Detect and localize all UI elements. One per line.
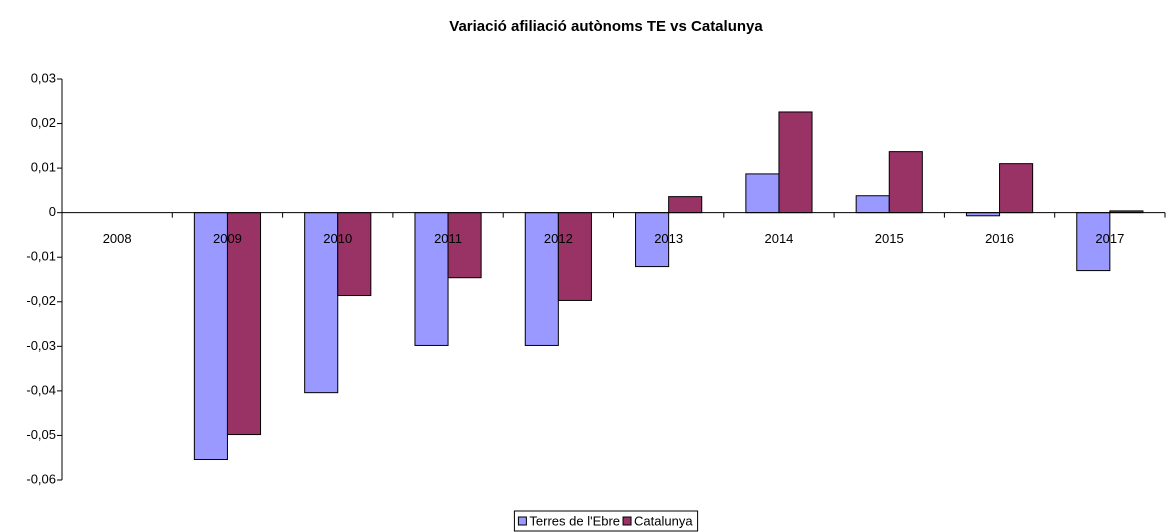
x-tick-label: 2013 <box>654 231 683 246</box>
legend-swatch <box>622 516 632 526</box>
bar <box>447 212 482 279</box>
bar <box>668 196 703 214</box>
x-tick-label: 2015 <box>875 231 904 246</box>
x-tick-label: 2010 <box>323 231 352 246</box>
legend-box <box>513 510 699 532</box>
x-tick-label: 2012 <box>544 231 573 246</box>
y-tick-label: -0,01 <box>26 249 56 264</box>
bar <box>337 212 372 297</box>
bar <box>778 111 813 214</box>
bar <box>414 212 449 346</box>
x-tick-label: 2008 <box>103 231 132 246</box>
y-tick-label: -0,05 <box>26 427 56 442</box>
bar <box>999 163 1034 214</box>
bar <box>193 212 228 461</box>
bar <box>1076 212 1111 272</box>
x-tick-label: 2011 <box>434 231 462 246</box>
bar <box>855 195 890 214</box>
legend-swatch <box>517 516 527 526</box>
x-tick-label: 2009 <box>213 231 242 246</box>
y-tick-label: 0,03 <box>31 70 56 85</box>
bar <box>888 151 923 214</box>
bar <box>745 173 780 214</box>
y-tick-label: 0 <box>49 204 56 219</box>
x-tick-label: 2014 <box>764 231 793 246</box>
bar <box>635 212 670 268</box>
y-tick-label: -0,06 <box>26 471 56 486</box>
bar <box>226 212 262 436</box>
y-tick-label: -0,04 <box>26 382 56 397</box>
x-tick-label: 2017 <box>1095 231 1124 246</box>
bar <box>304 212 339 394</box>
y-tick-label: -0,03 <box>26 338 56 353</box>
y-tick-label: 0,01 <box>31 160 56 175</box>
x-tick-label: 2016 <box>985 231 1014 246</box>
legend-label: Terres de l'Ebre <box>529 513 620 528</box>
y-tick-label: 0,02 <box>31 115 56 130</box>
y-tick-label: -0,02 <box>26 293 56 308</box>
legend-label: Catalunya <box>634 513 693 528</box>
bar <box>557 212 592 301</box>
chart-title: Variació afiliació autònoms TE vs Catalu… <box>449 18 763 35</box>
